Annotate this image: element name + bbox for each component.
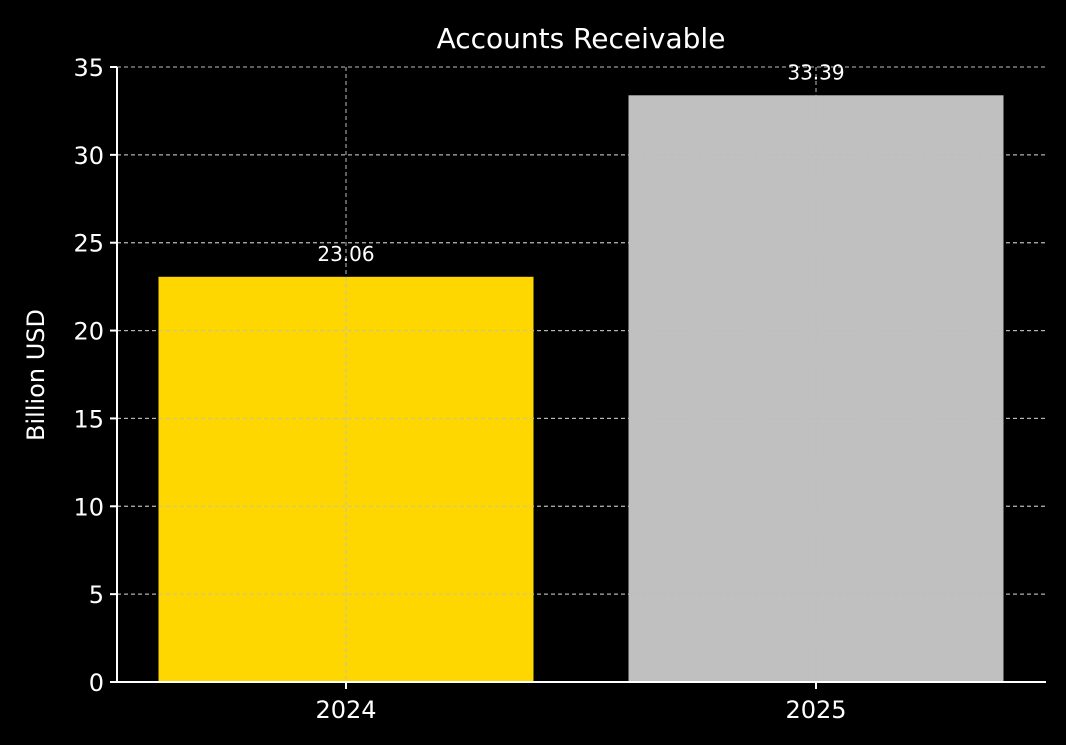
value-labels: 23.06 33.39 bbox=[317, 60, 844, 266]
y-tick-label: 30 bbox=[73, 142, 104, 170]
y-tick-label: 20 bbox=[73, 318, 104, 346]
y-tick-label: 35 bbox=[73, 54, 104, 82]
bar-value-label: 23.06 bbox=[317, 242, 374, 266]
x-tick-label: 2025 bbox=[785, 696, 846, 724]
y-tick-label: 25 bbox=[73, 230, 104, 258]
bar-value-label: 33.39 bbox=[787, 60, 844, 84]
x-tick-label: 2024 bbox=[315, 696, 376, 724]
chart-title: Accounts Receivable bbox=[437, 22, 726, 55]
grid-lines-overlay bbox=[117, 66, 1046, 682]
y-tick-label: 15 bbox=[73, 405, 104, 433]
y-tick-label: 0 bbox=[89, 669, 104, 697]
y-tick-label: 10 bbox=[73, 493, 104, 521]
y-axis-label: Billion USD bbox=[22, 309, 50, 441]
y-tick-label: 5 bbox=[89, 581, 104, 609]
